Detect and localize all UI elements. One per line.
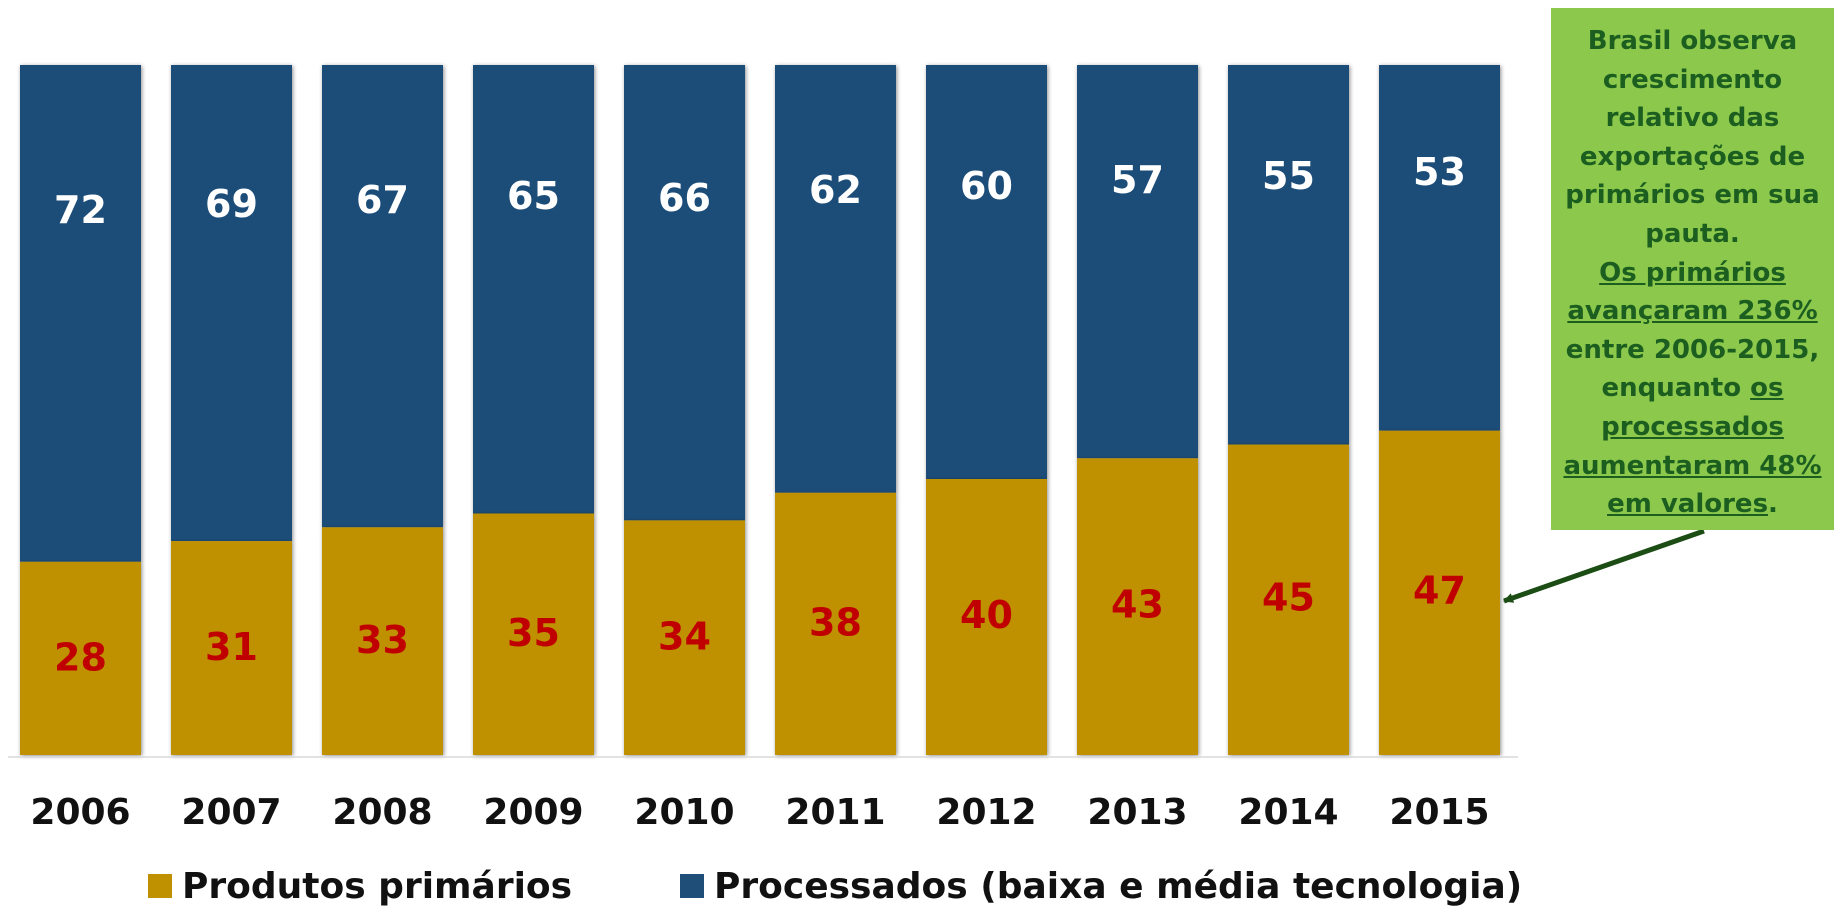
bar-primary-2007 bbox=[171, 541, 292, 755]
data-label-processed-2011: 62 bbox=[809, 168, 862, 212]
annotation-line: crescimento bbox=[1602, 64, 1783, 95]
x-tick-label-2010: 2010 bbox=[634, 792, 734, 833]
bars-group: 72 28 69 31 67 33 65 35 66 34 62 38 60 40 57 43 55 45 53 47 bbox=[20, 65, 1500, 755]
data-label-processed-2014: 55 bbox=[1262, 154, 1315, 198]
legend-item-processed: Processados (baixa e média tecnologia) bbox=[680, 865, 1523, 907]
annotation-text: os bbox=[1750, 373, 1784, 404]
x-tick-label-2014: 2014 bbox=[1238, 792, 1338, 833]
legend-item-primary: Produtos primários bbox=[148, 865, 573, 907]
data-label-primary-2007: 31 bbox=[205, 625, 258, 669]
bar-processed-2015 bbox=[1379, 65, 1500, 431]
bar-primary-2010 bbox=[624, 520, 745, 755]
bar-processed-2010 bbox=[624, 65, 745, 521]
data-label-processed-2008: 67 bbox=[356, 178, 409, 222]
bar-primary-2008 bbox=[322, 527, 443, 755]
bar-primary-2015 bbox=[1379, 430, 1500, 755]
x-tick-label-2008: 2008 bbox=[332, 792, 432, 833]
data-label-processed-2015: 53 bbox=[1413, 150, 1466, 194]
data-label-primary-2014: 45 bbox=[1262, 576, 1315, 620]
annotation-line: enquanto os bbox=[1555, 369, 1830, 408]
annotation-line: pauta. bbox=[1645, 218, 1740, 249]
annotation-arrow bbox=[1503, 528, 1705, 604]
data-label-primary-2008: 33 bbox=[356, 618, 409, 662]
annotation-line: processados bbox=[1601, 411, 1784, 442]
legend-swatch-primary bbox=[148, 874, 172, 898]
x-tick-label-2006: 2006 bbox=[30, 792, 130, 833]
x-tick-label-2011: 2011 bbox=[785, 792, 885, 833]
bar-processed-2012 bbox=[926, 65, 1047, 479]
annotation-line: Os primários bbox=[1599, 257, 1786, 288]
annotation-line: Brasil observa bbox=[1587, 26, 1798, 56]
annotation-box: Brasil observa crescimento relativo das … bbox=[1551, 8, 1834, 530]
data-label-processed-2006: 72 bbox=[54, 188, 107, 232]
data-label-processed-2009: 65 bbox=[507, 174, 560, 218]
data-label-processed-2007: 69 bbox=[205, 182, 258, 226]
annotation-line: em valores. bbox=[1555, 485, 1830, 524]
data-label-processed-2012: 60 bbox=[960, 164, 1013, 208]
bar-primary-2009 bbox=[473, 513, 594, 755]
bar-primary-2013 bbox=[1077, 458, 1198, 755]
data-label-primary-2009: 35 bbox=[507, 611, 560, 655]
annotation-line: aumentaram 48% bbox=[1563, 450, 1822, 481]
bar-processed-2009 bbox=[473, 65, 594, 514]
bar-primary-2011 bbox=[775, 492, 896, 755]
x-axis-tick-labels: 2006 2007 2008 2009 2010 2011 2012 2013 2014 2015 bbox=[30, 792, 1489, 833]
bar-primary-2012 bbox=[926, 479, 1047, 755]
annotation-line: exportações de bbox=[1579, 141, 1806, 172]
data-label-primary-2013: 43 bbox=[1111, 583, 1164, 627]
x-tick-label-2013: 2013 bbox=[1087, 792, 1187, 833]
annotation-text: . bbox=[1768, 489, 1778, 520]
annotation-line: entre 2006-2015, bbox=[1565, 334, 1820, 365]
annotation-line: primários em sua bbox=[1565, 180, 1820, 211]
bar-processed-2013 bbox=[1077, 65, 1198, 459]
bar-processed-2007 bbox=[171, 65, 292, 542]
data-label-primary-2011: 38 bbox=[809, 600, 862, 644]
data-label-processed-2010: 66 bbox=[658, 176, 711, 220]
bar-processed-2014 bbox=[1228, 65, 1349, 445]
annotation-text: enquanto bbox=[1601, 373, 1751, 404]
x-tick-label-2015: 2015 bbox=[1389, 792, 1489, 833]
data-label-primary-2012: 40 bbox=[960, 593, 1013, 637]
legend-label-processed: Processados (baixa e média tecnologia) bbox=[714, 865, 1523, 907]
bar-processed-2006 bbox=[20, 65, 141, 562]
data-label-primary-2006: 28 bbox=[54, 635, 107, 679]
data-label-primary-2010: 34 bbox=[658, 614, 711, 658]
bar-primary-2014 bbox=[1228, 444, 1349, 755]
x-tick-label-2009: 2009 bbox=[483, 792, 583, 833]
annotation-text: em valores bbox=[1607, 489, 1769, 520]
annotation-line: relativo das bbox=[1605, 103, 1780, 134]
annotation-line: avançaram 236% bbox=[1567, 296, 1818, 327]
bar-primary-2006 bbox=[20, 561, 141, 755]
legend-label-primary: Produtos primários bbox=[182, 865, 573, 907]
bar-processed-2008 bbox=[322, 65, 443, 528]
x-tick-label-2012: 2012 bbox=[936, 792, 1036, 833]
data-label-primary-2015: 47 bbox=[1413, 569, 1466, 613]
data-label-processed-2013: 57 bbox=[1111, 158, 1164, 202]
x-tick-label-2007: 2007 bbox=[181, 792, 281, 833]
legend-swatch-processed bbox=[680, 874, 704, 898]
bar-processed-2011 bbox=[775, 65, 896, 493]
